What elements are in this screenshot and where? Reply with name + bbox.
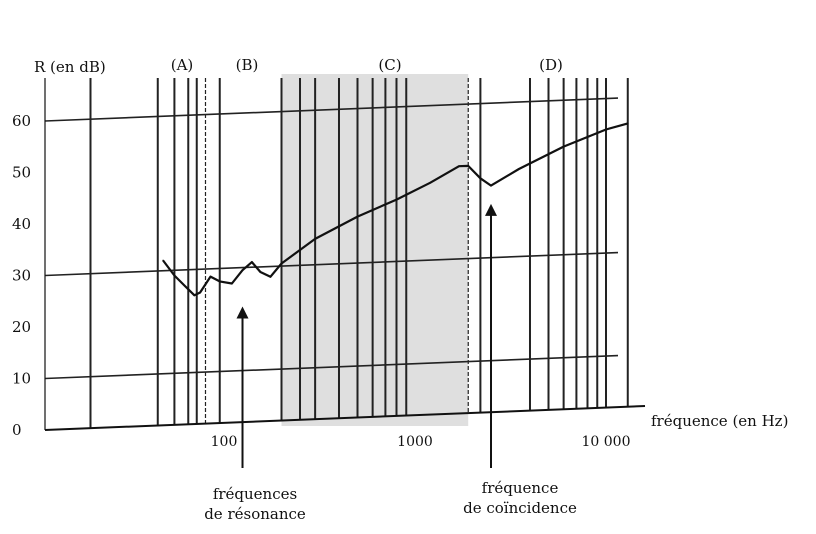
- series-point: [173, 274, 176, 277]
- series-point: [314, 238, 316, 240]
- series-point: [193, 294, 196, 297]
- series-point: [562, 145, 565, 148]
- series-point: [458, 165, 460, 168]
- series-point: [429, 182, 431, 184]
- series-point: [231, 282, 233, 285]
- series-point: [162, 259, 164, 262]
- horizontal-grid-line-60: [44, 97, 619, 122]
- region-shade-2: [281, 74, 469, 426]
- annotation-text-line: de résonance: [204, 505, 306, 523]
- y-tick-label: 40: [12, 215, 31, 233]
- series-point: [356, 215, 359, 218]
- series-point: [605, 128, 607, 131]
- series-point: [490, 184, 492, 187]
- series-point: [479, 177, 482, 180]
- annotation-text: fréquence de coïncidence: [440, 478, 600, 518]
- series-point: [199, 291, 201, 294]
- annotation-text-line: fréquence: [481, 479, 559, 497]
- series-point: [626, 122, 629, 125]
- annotation-arrowhead: [236, 306, 249, 319]
- horizontal-grid-line-30: [44, 251, 619, 277]
- series-point: [209, 275, 212, 278]
- x-tick-label: 100: [211, 434, 238, 450]
- series-point: [467, 165, 470, 167]
- annotation-text-line: fréquences: [212, 485, 298, 503]
- x-tick-label: 10 000: [582, 434, 631, 450]
- y-tick-label: 20: [12, 318, 31, 336]
- y-tick-label: 10: [12, 370, 31, 388]
- series-point: [395, 198, 398, 201]
- region-label: (D): [539, 56, 563, 74]
- y-tick-label: 50: [12, 164, 31, 182]
- y-tick-label: 30: [12, 267, 31, 285]
- x-tick-label: 1000: [397, 434, 433, 450]
- x-axis-line: [44, 405, 646, 431]
- series-point: [183, 284, 186, 287]
- region-label: (C): [378, 56, 401, 74]
- series-point: [218, 280, 221, 283]
- series-point: [280, 262, 283, 265]
- series-point: [241, 269, 244, 271]
- horizontal-grid-line-10: [44, 354, 619, 380]
- x-axis-title: fréquence (en Hz): [651, 412, 788, 430]
- region-label: (B): [236, 56, 259, 74]
- annotation-arrowhead: [485, 203, 498, 216]
- series-point: [269, 275, 272, 278]
- annotation-text-line: de coïncidence: [463, 499, 577, 517]
- y-tick-label: 60: [12, 112, 31, 130]
- region-label: (A): [171, 56, 194, 74]
- series-point: [251, 261, 253, 263]
- y-axis-title: R (en dB): [34, 58, 106, 76]
- series-point: [518, 168, 520, 170]
- annotation-text: fréquences de résonance: [185, 484, 325, 524]
- series-point: [259, 271, 262, 273]
- y-tick-label: 0: [12, 421, 22, 439]
